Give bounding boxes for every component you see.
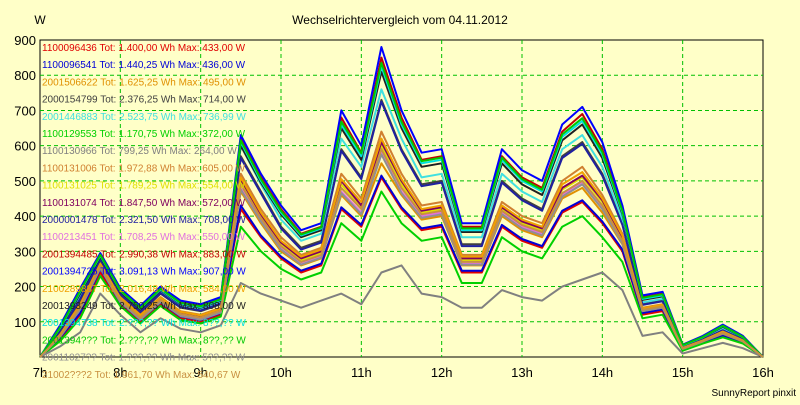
x-tick-label: 9h [193,365,207,380]
y-axis-label: W [34,13,46,27]
legend-entry: 2001446883 Tot: 2.523,75 Wh Max: 736,99 … [42,112,246,123]
y-tick-label: 400 [14,209,36,224]
legend-entry: 2001506622 Tot: 1.625,25 Wh Max: 495,00 … [42,77,246,88]
series-line [39,61,764,358]
legend-entry: 2001394725 Tot: 3.091,13 Wh Max: 907,00 … [42,267,246,278]
legend-entry: 2001393249 Tot: 2.750,25 Wh Max: 808,00 … [42,301,246,312]
series-line [39,176,764,358]
legend-entry: 1100213451 Tot: 1.708,25 Wh Max: 550,00 … [42,232,246,243]
series-line [39,148,764,358]
series-line [39,190,764,358]
x-tick-label: 15h [672,365,694,380]
y-tick-label: 800 [14,68,36,83]
x-tick-label: 11h [351,365,372,380]
legend-entry: 21002???2 Tot: 1.961,70 Wh Max: 540,67 W [42,370,241,381]
legend-entry: 1100131025 Tot: 1.789,25 Wh Max: 554,00 … [42,181,246,192]
legend-entry: 2100289887 Tot: 2.016,48 Wh Max: 584,00 … [42,284,246,295]
y-tick-label: 700 [14,103,36,118]
legend-entry: 1100131006 Tot: 1.972,88 Wh Max: 605,00 … [42,163,246,174]
legend-entry: 1100096436 Tot: 1.400,00 Wh Max: 433,00 … [42,43,246,54]
x-tick-label: 14h [591,365,613,380]
x-tick-label: 12h [431,365,453,380]
legend-entry: 20011027?? Tot: 1.???,?? Wh Max: 5??,?? … [42,353,246,364]
legend-entry: 2001394485 Tot: 2.990,38 Wh Max: 883,00 … [42,249,246,260]
x-tick-label: 7h [33,365,47,380]
x-tick-label: 10h [270,365,292,380]
legend-entry: 2001394??? Tot: 2.???,?? Wh Max: 8??,?? … [42,335,246,346]
legend-entry: 2001394738 Tot: 2.???,?? Wh Max: 8??,?? … [42,318,246,329]
footer-credit: SunnyReport pinxit [712,388,797,399]
legend-entry: 1100129553 Tot: 1.170,75 Wh Max: 372,00 … [42,129,246,140]
chart-title: Wechselrichtervergleich vom 04.11.2012 [292,13,508,27]
y-tick-label: 300 [14,244,36,259]
x-tick-label: 16h [752,365,774,380]
y-tick-label: 200 [14,280,36,295]
x-tick-label: 13h [511,365,533,380]
y-tick-label: 500 [14,174,36,189]
legend-entry: 2000001478 Tot: 2.321,50 Wh Max: 708,00 … [42,215,246,226]
x-tick-label: 8h [113,365,127,380]
series-line [39,153,764,358]
y-tick-label: 100 [14,315,36,330]
legend-entry: 2000154799 Tot: 2.376,25 Wh Max: 714,00 … [42,95,246,106]
legend-entry: 1100096541 Tot: 1.440,25 Wh Max: 436,00 … [42,60,246,71]
y-tick-label: 600 [14,139,36,154]
legend-entry: 1100131074 Tot: 1.847,50 Wh Max: 572,00 … [42,198,246,209]
y-tick-label: 900 [14,33,36,48]
series-line [39,264,764,358]
legend-entry: 1100130966 Tot: 799,25 Wh Max: 264,00 W [42,146,237,157]
